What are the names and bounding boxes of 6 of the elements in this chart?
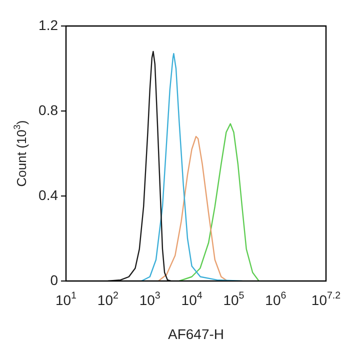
y-tick-label: 0.4 (38, 186, 58, 203)
y-tick-label: 0.8 (38, 102, 58, 118)
y-tick-label: 1.2 (38, 16, 58, 33)
y-tick-label: 0 (50, 272, 58, 288)
x-axis-title: AF647-H (168, 326, 224, 342)
y-axis-title: Count (103) (12, 120, 29, 187)
